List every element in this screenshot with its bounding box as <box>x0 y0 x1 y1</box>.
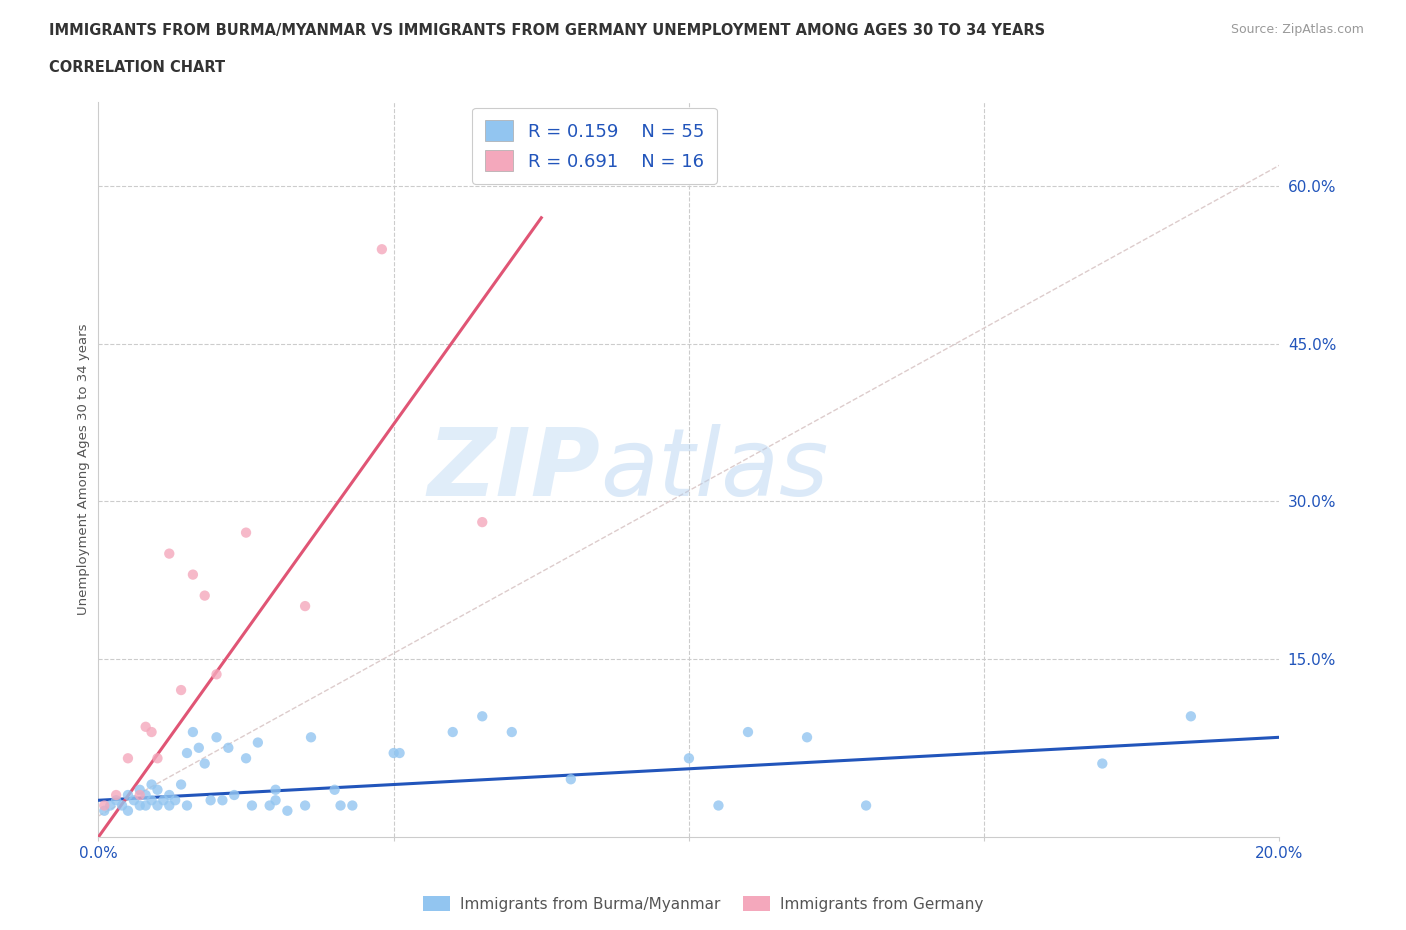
Point <box>441 724 464 739</box>
Point <box>235 525 257 540</box>
Text: atlas: atlas <box>600 424 828 515</box>
Point <box>181 567 204 582</box>
Point <box>224 788 246 803</box>
Point <box>259 798 281 813</box>
Point <box>117 788 139 803</box>
Point <box>382 746 405 761</box>
Point <box>471 514 494 529</box>
Point <box>211 792 233 807</box>
Point <box>93 798 115 813</box>
Point <box>501 724 523 739</box>
Legend: Immigrants from Burma/Myanmar, Immigrants from Germany: Immigrants from Burma/Myanmar, Immigrant… <box>418 889 988 918</box>
Point <box>141 777 163 792</box>
Point <box>117 804 139 818</box>
Point <box>105 792 128 807</box>
Point <box>187 740 209 755</box>
Point <box>181 724 204 739</box>
Text: ZIP: ZIP <box>427 424 600 515</box>
Point <box>105 788 128 803</box>
Point <box>388 746 411 761</box>
Text: Source: ZipAtlas.com: Source: ZipAtlas.com <box>1230 23 1364 36</box>
Point <box>342 798 364 813</box>
Point <box>707 798 730 813</box>
Point <box>176 746 198 761</box>
Point <box>217 740 239 755</box>
Point <box>194 756 217 771</box>
Point <box>276 804 298 818</box>
Point <box>157 546 180 561</box>
Point <box>141 792 163 807</box>
Point <box>128 788 150 803</box>
Point <box>117 751 139 765</box>
Point <box>122 792 145 807</box>
Point <box>264 782 287 797</box>
Point <box>294 599 316 614</box>
Point <box>294 798 316 813</box>
Point <box>128 798 150 813</box>
Point <box>678 751 700 765</box>
Point <box>111 798 134 813</box>
Point <box>471 709 494 724</box>
Point <box>135 798 157 813</box>
Point <box>157 788 180 803</box>
Point <box>371 242 394 257</box>
Point <box>157 798 180 813</box>
Point <box>205 730 228 745</box>
Point <box>200 792 222 807</box>
Text: CORRELATION CHART: CORRELATION CHART <box>49 60 225 75</box>
Point <box>146 798 169 813</box>
Point <box>855 798 877 813</box>
Text: IMMIGRANTS FROM BURMA/MYANMAR VS IMMIGRANTS FROM GERMANY UNEMPLOYMENT AMONG AGES: IMMIGRANTS FROM BURMA/MYANMAR VS IMMIGRA… <box>49 23 1045 38</box>
Point <box>152 792 174 807</box>
Point <box>246 735 269 750</box>
Point <box>98 798 121 813</box>
Point <box>141 724 163 739</box>
Point <box>135 788 157 803</box>
Point <box>93 804 115 818</box>
Point <box>176 798 198 813</box>
Point <box>170 777 193 792</box>
Point <box>240 798 263 813</box>
Point <box>560 772 582 787</box>
Point <box>737 724 759 739</box>
Point <box>170 683 193 698</box>
Point <box>796 730 818 745</box>
Point <box>146 751 169 765</box>
Point <box>1180 709 1202 724</box>
Point <box>323 782 346 797</box>
Point <box>205 667 228 682</box>
Point <box>299 730 322 745</box>
Point <box>235 751 257 765</box>
Point <box>1091 756 1114 771</box>
Y-axis label: Unemployment Among Ages 30 to 34 years: Unemployment Among Ages 30 to 34 years <box>77 324 90 616</box>
Point <box>146 782 169 797</box>
Point <box>264 792 287 807</box>
Point <box>128 782 150 797</box>
Point <box>194 588 217 603</box>
Point <box>165 792 187 807</box>
Legend: R = 0.159    N = 55, R = 0.691    N = 16: R = 0.159 N = 55, R = 0.691 N = 16 <box>472 108 717 184</box>
Point <box>329 798 352 813</box>
Point <box>135 720 157 735</box>
